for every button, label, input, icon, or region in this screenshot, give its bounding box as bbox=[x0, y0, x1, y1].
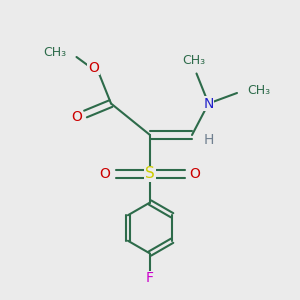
Text: CH₃: CH₃ bbox=[43, 46, 66, 59]
Text: S: S bbox=[145, 167, 155, 182]
Text: N: N bbox=[203, 97, 214, 110]
Text: O: O bbox=[88, 61, 99, 74]
Text: O: O bbox=[71, 110, 82, 124]
Text: CH₃: CH₃ bbox=[248, 83, 271, 97]
Text: CH₃: CH₃ bbox=[182, 53, 205, 67]
Text: O: O bbox=[190, 167, 200, 181]
Text: F: F bbox=[146, 272, 154, 285]
Text: O: O bbox=[100, 167, 110, 181]
Text: H: H bbox=[203, 133, 214, 146]
